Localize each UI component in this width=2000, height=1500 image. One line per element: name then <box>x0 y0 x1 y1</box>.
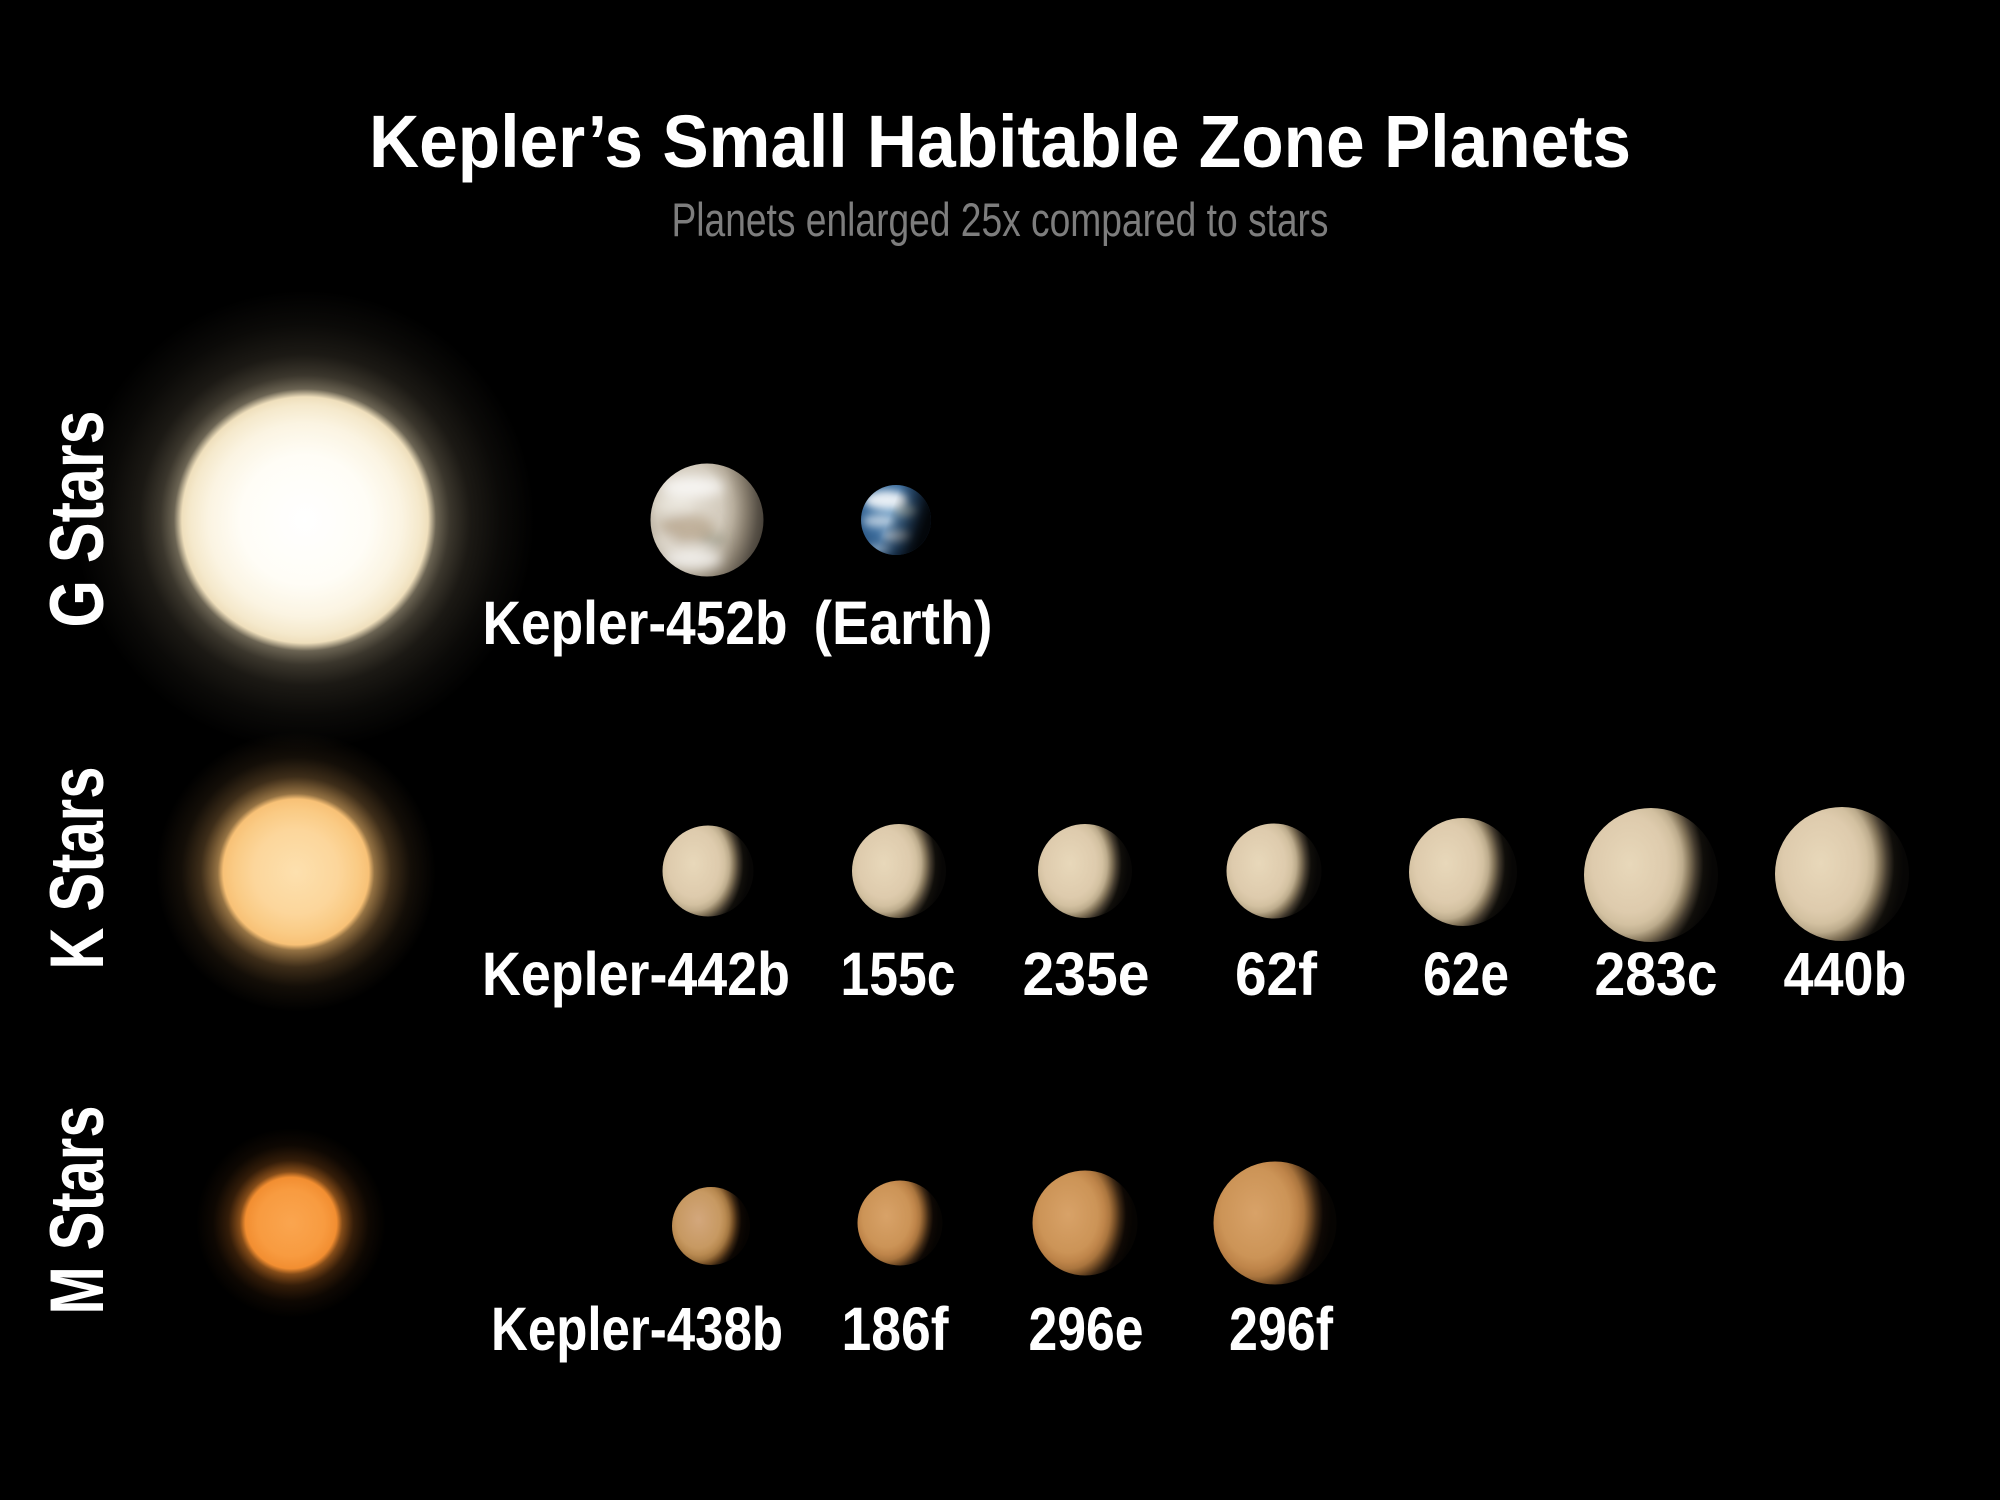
svg-text:296f: 296f <box>1229 1295 1334 1363</box>
svg-text:186f: 186f <box>842 1295 950 1363</box>
svg-text:62f: 62f <box>1235 940 1318 1008</box>
svg-text:K Stars: K Stars <box>35 767 120 970</box>
svg-text:Kepler-452b: Kepler-452b <box>483 589 788 657</box>
svg-text:Kepler-442b: Kepler-442b <box>482 940 790 1008</box>
svg-text:62e: 62e <box>1423 940 1509 1008</box>
svg-text:283c: 283c <box>1595 940 1718 1008</box>
svg-text:Kepler-438b: Kepler-438b <box>491 1295 783 1363</box>
svg-text:155c: 155c <box>841 940 956 1008</box>
svg-text:235e: 235e <box>1023 940 1150 1008</box>
svg-text:440b: 440b <box>1784 940 1907 1008</box>
svg-text:M Stars: M Stars <box>35 1106 120 1315</box>
svg-text:Planets enlarged 25x compared: Planets enlarged 25x compared to stars <box>672 193 1329 246</box>
svg-text:G Stars: G Stars <box>35 411 120 628</box>
svg-text:Kepler’s Small Habitable Zone: Kepler’s Small Habitable Zone Planets <box>369 100 1631 183</box>
svg-text:(Earth): (Earth) <box>814 589 993 657</box>
svg-text:296e: 296e <box>1029 1295 1144 1363</box>
